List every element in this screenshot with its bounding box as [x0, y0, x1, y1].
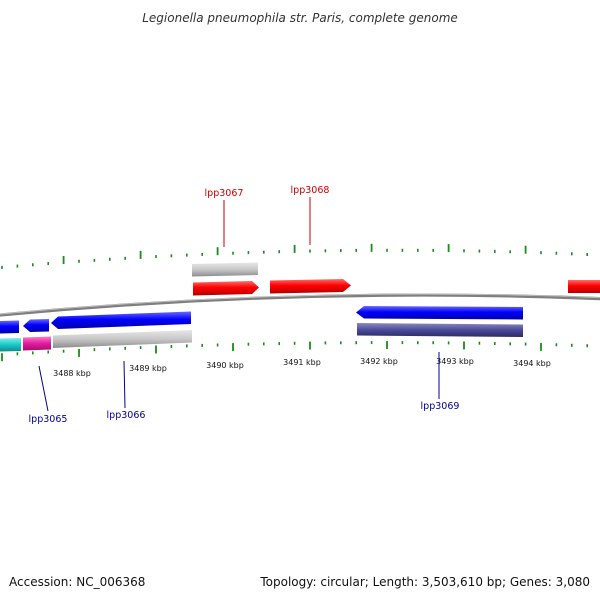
lpp3069-label[interactable]: lpp3069 — [421, 401, 460, 412]
lpp3068-arrow[interactable] — [270, 279, 351, 294]
lpp3069-arrow[interactable] — [356, 306, 523, 320]
lpp3066-arrow[interactable] — [51, 311, 191, 330]
lpp3066-label[interactable]: lpp3066 — [107, 410, 146, 421]
lpp3065-cds-bar[interactable] — [23, 336, 51, 351]
tick-label-3488: 3488 kbp — [53, 369, 91, 378]
genome-backbone-highlight — [0, 293, 600, 315]
lpp3068-label[interactable]: lpp3068 — [291, 185, 330, 196]
axis-tick-labels: 3488 kbp 3489 kbp 3490 kbp 3491 kbp 3492… — [53, 357, 551, 378]
tick-label-3494: 3494 kbp — [513, 359, 551, 368]
partial-forward-arrow[interactable] — [568, 280, 600, 293]
tick-label-3492: 3492 kbp — [360, 357, 398, 366]
tick-label-3489: 3489 kbp — [129, 364, 167, 373]
lpp3065-label[interactable]: lpp3065 — [29, 414, 68, 425]
tick-label-3490: 3490 kbp — [206, 361, 244, 370]
tick-label-3493: 3493 kbp — [436, 357, 474, 366]
lpp3069-cds-bar[interactable] — [357, 323, 523, 337]
outer-tick-marks — [1, 243, 589, 269]
lpp3066-cds-bar[interactable] — [53, 330, 192, 348]
forward-strand-features — [192, 262, 600, 296]
partial-cyan-bar[interactable] — [0, 338, 21, 352]
lpp3065-arrow[interactable] — [23, 319, 49, 332]
lpp3066-leader-line — [123, 360, 126, 409]
tick-label-3491: 3491 kbp — [283, 358, 321, 367]
lpp3067-cds-bar[interactable] — [192, 262, 258, 277]
lpp3067-arrow[interactable] — [193, 281, 259, 296]
map-title: Legionella pneumophila str. Paris, compl… — [142, 11, 458, 25]
reverse-strand-features — [0, 306, 523, 352]
genome-backbone — [0, 293, 600, 317]
gene-labels: lpp3067 lpp3068 lpp3065 lpp3066 lpp3069 — [29, 185, 460, 425]
inner-tick-marks — [1, 341, 589, 362]
lpp3065-leader-line — [38, 365, 49, 412]
accession-text: Accession: NC_006368 — [9, 575, 145, 589]
lpp3067-label[interactable]: lpp3067 — [205, 188, 244, 199]
partial-reverse-arrow[interactable] — [0, 320, 19, 334]
genome-summary-text: Topology: circular; Length: 3,503,610 bp… — [259, 575, 590, 589]
